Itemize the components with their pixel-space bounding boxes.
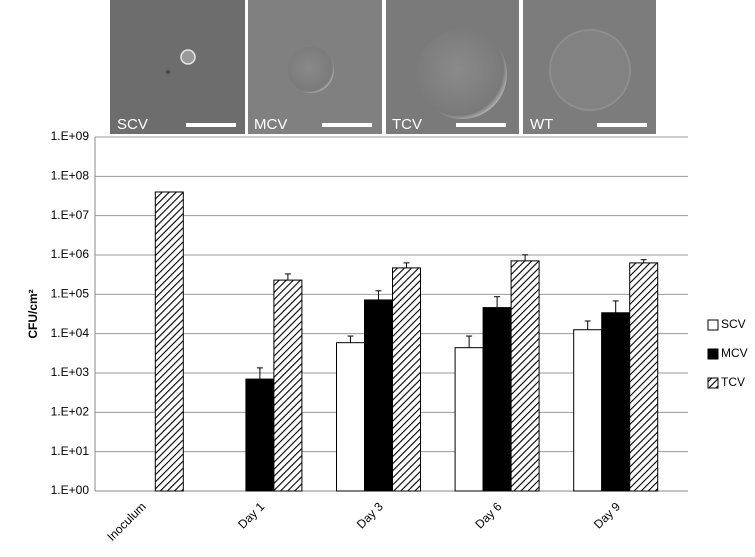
y-tick-label: 1.E+08	[51, 169, 90, 183]
image-panel: TCV	[386, 0, 519, 134]
y-tick-label: 1.E+07	[51, 208, 90, 222]
image-label: MCV	[254, 116, 287, 133]
bar	[336, 342, 365, 492]
legend-swatch	[707, 377, 719, 389]
y-tick-label: 1.E+04	[51, 326, 90, 340]
legend-swatch	[707, 348, 719, 360]
bar	[629, 262, 659, 492]
image-panel: SCV	[110, 0, 245, 134]
y-tick-label: 1.E+01	[51, 444, 90, 458]
bar	[392, 267, 421, 492]
bar	[364, 299, 393, 492]
x-tick-label: Day 6	[472, 499, 504, 531]
y-tick-label: 1.E+00	[51, 483, 90, 497]
legend-label: TCV	[721, 375, 745, 389]
x-tick-label: Day 1	[235, 499, 267, 531]
image-panel: WT	[523, 0, 656, 134]
y-axis-label: CFU/cm²	[26, 289, 40, 338]
bar	[510, 260, 540, 492]
y-tick-label: 1.E+06	[51, 247, 90, 261]
y-tick-label: 1.E+03	[51, 365, 90, 379]
image-label: WT	[530, 116, 553, 133]
y-tick-label: 1.E+05	[51, 287, 90, 301]
bar	[601, 312, 631, 492]
y-tick-label: 1.E+02	[51, 405, 90, 419]
image-label: TCV	[392, 116, 422, 133]
bar	[454, 347, 484, 492]
bar	[245, 378, 275, 492]
bar	[482, 307, 512, 492]
legend-swatch	[707, 319, 719, 331]
legend-label: MCV	[721, 346, 748, 360]
image-panel: MCV	[248, 0, 382, 134]
image-label: SCV	[117, 116, 148, 133]
legend-label: SCV	[721, 317, 746, 331]
bar	[154, 191, 184, 492]
bar	[273, 279, 303, 492]
x-tick-label: Day 9	[591, 499, 623, 531]
x-tick-label: Inoculum	[104, 499, 148, 543]
bar	[573, 329, 603, 492]
x-tick-label: Day 3	[354, 499, 386, 531]
y-tick-label: 1.E+09	[51, 129, 90, 143]
